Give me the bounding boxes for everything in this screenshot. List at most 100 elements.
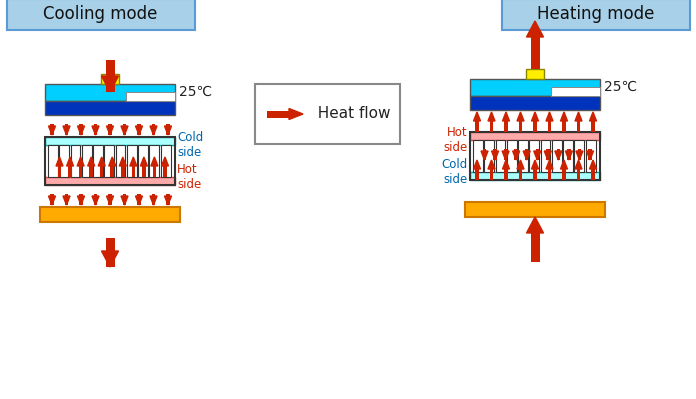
Bar	[109, 194, 112, 205]
Bar	[152, 194, 155, 205]
Text: Heating mode: Heating mode	[537, 5, 654, 23]
Polygon shape	[164, 126, 171, 135]
Bar	[578, 149, 581, 160]
Bar	[586, 140, 596, 172]
Polygon shape	[56, 157, 63, 166]
Bar	[150, 145, 159, 177]
Bar	[127, 145, 136, 177]
Bar	[137, 124, 141, 135]
Polygon shape	[565, 151, 572, 160]
Polygon shape	[575, 112, 582, 121]
Polygon shape	[151, 157, 158, 166]
Bar	[557, 149, 560, 160]
Bar	[267, 111, 289, 117]
Bar	[58, 166, 61, 177]
Polygon shape	[555, 151, 562, 160]
Text: 25℃: 25℃	[604, 80, 637, 94]
Polygon shape	[590, 160, 596, 169]
Bar	[45, 137, 175, 145]
Bar	[470, 132, 600, 140]
Polygon shape	[513, 151, 520, 160]
Polygon shape	[560, 112, 567, 121]
Bar	[48, 145, 58, 177]
Polygon shape	[63, 126, 70, 135]
Bar	[535, 149, 539, 160]
Bar	[152, 124, 155, 135]
Bar	[470, 132, 600, 180]
Polygon shape	[136, 196, 143, 205]
Polygon shape	[121, 196, 128, 205]
Polygon shape	[102, 251, 118, 267]
Bar	[493, 149, 497, 160]
FancyBboxPatch shape	[502, 0, 690, 30]
Bar	[45, 177, 175, 185]
Bar	[541, 140, 551, 172]
Polygon shape	[77, 157, 84, 166]
Polygon shape	[77, 126, 84, 135]
Bar	[100, 166, 104, 177]
Bar	[122, 194, 126, 205]
Bar	[111, 166, 114, 177]
Polygon shape	[49, 126, 56, 135]
Bar	[79, 166, 82, 177]
Bar	[526, 69, 544, 79]
Text: Hot
side: Hot side	[177, 163, 201, 191]
Bar	[59, 145, 69, 177]
Bar	[470, 172, 600, 180]
Polygon shape	[106, 126, 113, 135]
Bar	[94, 124, 97, 135]
Bar	[552, 140, 562, 172]
Bar	[530, 37, 539, 69]
Bar	[94, 194, 97, 205]
Polygon shape	[587, 151, 594, 160]
Bar	[65, 194, 68, 205]
Polygon shape	[590, 112, 596, 121]
Polygon shape	[102, 76, 118, 92]
Polygon shape	[150, 196, 157, 205]
Polygon shape	[164, 196, 171, 205]
Bar	[591, 169, 595, 180]
Polygon shape	[92, 196, 99, 205]
Polygon shape	[141, 157, 148, 166]
Bar	[137, 194, 141, 205]
Bar	[142, 166, 145, 177]
Bar	[65, 124, 68, 135]
Bar	[519, 169, 522, 180]
Bar	[125, 92, 175, 101]
Bar	[45, 101, 175, 115]
Polygon shape	[106, 196, 113, 205]
Bar	[484, 140, 494, 172]
Bar	[470, 79, 600, 96]
Bar	[475, 121, 479, 132]
Bar	[164, 166, 167, 177]
Polygon shape	[161, 157, 168, 166]
Bar	[166, 124, 170, 135]
Bar	[591, 121, 595, 132]
Bar	[577, 121, 580, 132]
Bar	[514, 149, 518, 160]
Polygon shape	[576, 151, 583, 160]
Bar	[106, 238, 115, 267]
Bar	[152, 166, 156, 177]
Text: 25℃: 25℃	[179, 85, 212, 99]
Polygon shape	[92, 126, 99, 135]
Bar	[473, 140, 483, 172]
Bar	[519, 121, 522, 132]
Bar	[504, 169, 508, 180]
Polygon shape	[67, 157, 74, 166]
Polygon shape	[503, 112, 509, 121]
Bar	[533, 169, 537, 180]
Bar	[132, 166, 135, 177]
Bar	[166, 194, 170, 205]
Bar	[490, 121, 493, 132]
Polygon shape	[150, 126, 157, 135]
Text: Hot
side: Hot side	[444, 126, 468, 154]
Bar	[546, 149, 550, 160]
Bar	[490, 169, 493, 180]
Polygon shape	[473, 112, 480, 121]
Text: Heat flow: Heat flow	[308, 107, 390, 122]
Polygon shape	[523, 151, 530, 160]
Bar	[507, 140, 516, 172]
Bar	[551, 87, 600, 96]
Polygon shape	[502, 151, 509, 160]
